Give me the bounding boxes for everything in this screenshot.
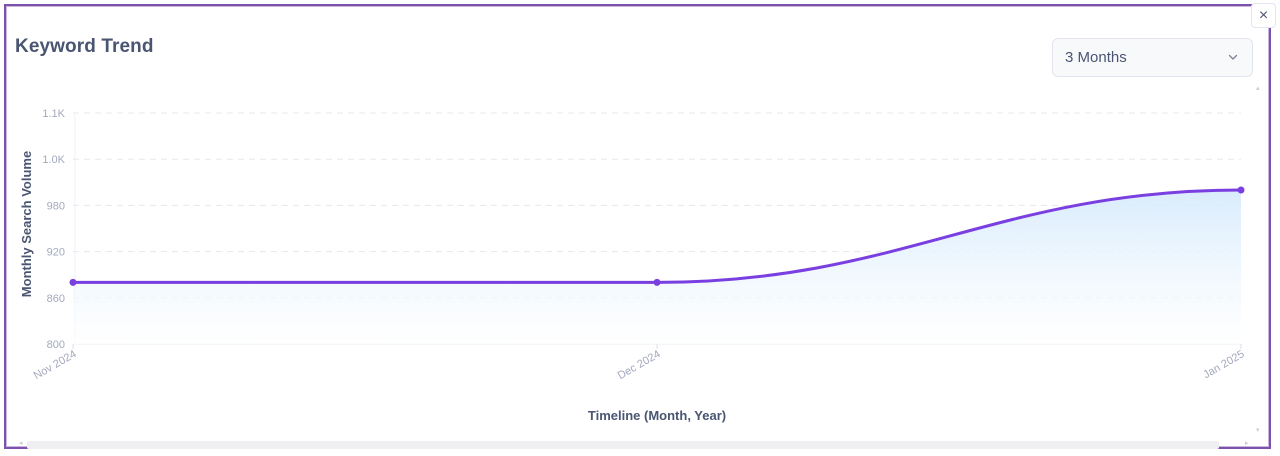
scroll-left-icon[interactable]: ◂ [19, 440, 23, 447]
area-fill [73, 190, 1241, 344]
x-axis-title: Timeline (Month, Year) [588, 408, 726, 423]
scroll-down-icon[interactable]: ▾ [1256, 427, 1260, 434]
chart-title: Keyword Trend [15, 36, 154, 57]
data-points [69, 186, 1245, 286]
y-tick-label: 1.1K [42, 108, 65, 120]
y-tick-label: 800 [47, 339, 65, 351]
chevron-down-icon [1228, 54, 1238, 60]
x-tick-label: Nov 2024 [32, 348, 79, 382]
x-tick-label: Dec 2024 [616, 348, 663, 382]
x-tick-label: Jan 2025 [1201, 348, 1246, 381]
y-tick-label: 980 [47, 200, 65, 212]
x-axis-ticks: Nov 2024 Dec 2024 Jan 2025 [32, 344, 1247, 382]
y-tick-label: 920 [47, 247, 65, 259]
close-icon: × [1258, 6, 1269, 24]
data-point[interactable] [1237, 186, 1245, 194]
time-range-value: 3 Months [1065, 49, 1127, 66]
y-axis-title: Monthly Search Volume [19, 151, 34, 297]
scroll-up-icon[interactable]: ▴ [1256, 85, 1260, 92]
data-point[interactable] [69, 278, 77, 286]
y-tick-label: 1.0K [42, 154, 65, 166]
time-range-select[interactable]: 3 Months [1052, 38, 1253, 77]
horizontal-scrollbar[interactable] [27, 441, 1219, 449]
y-tick-label: 860 [47, 293, 65, 305]
y-axis-ticks: 800 860 920 980 1.0K 1.1K [42, 108, 65, 351]
scroll-right-icon[interactable]: ▸ [1245, 440, 1249, 447]
data-point[interactable] [653, 278, 661, 286]
close-button[interactable]: × [1251, 3, 1276, 28]
